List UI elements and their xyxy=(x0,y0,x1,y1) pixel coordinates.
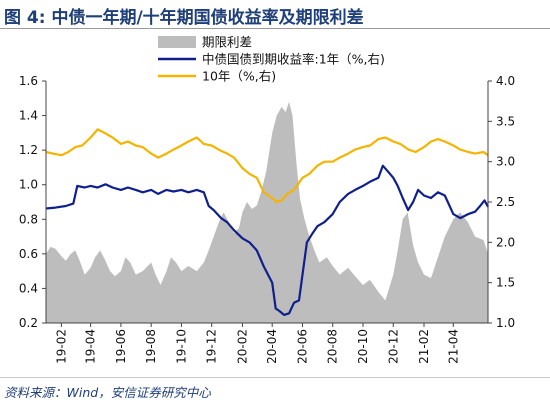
legend-label: 10年（%,右) xyxy=(202,69,276,84)
y-left-tick-label: 1.4 xyxy=(19,109,38,123)
y-left-tick-label: 0.2 xyxy=(19,316,38,330)
chart-area: 0.2 0.4 0.6 0.8 1.0 1.2 1.4 1.6 1.0 1.5 2.0 2.5 3.0 3… xyxy=(19,35,515,364)
x-tick-label: 19-06 xyxy=(114,329,128,364)
y-left-tick-label: 0.4 xyxy=(19,281,38,295)
x-tick-label: 20-10 xyxy=(356,329,370,364)
axis-layer: 0.2 0.4 0.6 0.8 1.0 1.2 1.4 1.6 1.0 1.5 2.0 2.5 3.0 3… xyxy=(19,74,515,364)
y-right-tick-label: 1.0 xyxy=(496,316,515,330)
x-tick-label: 20-02 xyxy=(235,329,249,364)
footer-divider xyxy=(0,377,550,378)
x-tick-label: 19-12 xyxy=(205,329,219,364)
y-left-tick-label: 1.2 xyxy=(19,143,38,157)
x-tick-label: 21-04 xyxy=(446,329,460,364)
yield-1y-line xyxy=(45,164,489,316)
legend-swatch-spread xyxy=(158,36,196,48)
x-tick-label: 19-04 xyxy=(84,329,98,364)
y-left-tick-label: 1.0 xyxy=(19,178,38,192)
x-tick-label: 20-06 xyxy=(295,329,309,364)
figure-title: 图 4: 中债一年期/十年期国债收益率及期限利差 xyxy=(4,8,364,28)
y-right-tick-label: 1.5 xyxy=(496,276,515,290)
x-tick-label: 21-02 xyxy=(417,329,431,364)
x-tick-label: 19-10 xyxy=(174,329,188,364)
source-note: 资料来源：Wind，安信证券研究中心 xyxy=(4,385,211,400)
yield-10y-line xyxy=(45,128,489,204)
y-right-tick-label: 2.0 xyxy=(496,235,515,249)
y-left-tick-label: 0.8 xyxy=(19,212,38,226)
spread-area xyxy=(46,101,488,323)
legend-label: 期限利差 xyxy=(202,35,252,50)
y-left-tick-label: 0.6 xyxy=(19,247,38,261)
x-tick-label: 19-08 xyxy=(144,329,158,364)
y-right-tick-label: 3.0 xyxy=(496,155,515,169)
x-tick-label: 19-02 xyxy=(54,329,68,364)
y-right-tick-label: 3.5 xyxy=(496,114,515,128)
y-right-tick-label: 2.5 xyxy=(496,195,515,209)
y-left-tick-label: 1.6 xyxy=(19,74,38,88)
x-tick-label: 20-04 xyxy=(265,329,279,364)
plot-layer xyxy=(45,101,489,323)
figure-title-bar: 图 4: 中债一年期/十年期国债收益率及期限利差 xyxy=(0,0,550,29)
y-right-tick-label: 4.0 xyxy=(496,74,515,88)
x-tick-label: 20-12 xyxy=(386,329,400,364)
legend-label: 中债国债到期收益率:1年（%,右) xyxy=(202,52,385,67)
x-tick-label: 20-08 xyxy=(326,329,340,364)
